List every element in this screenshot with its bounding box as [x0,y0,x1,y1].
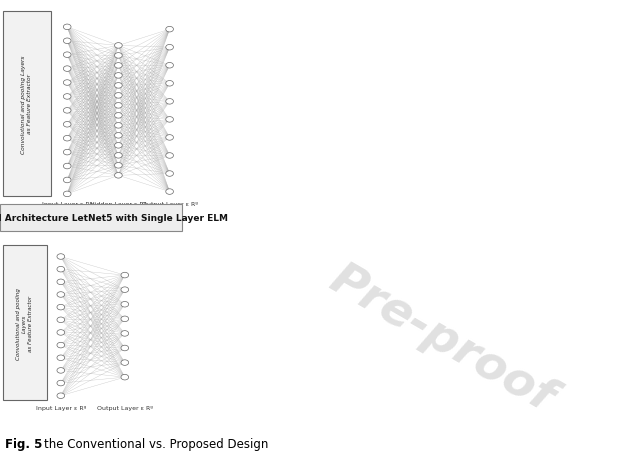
Circle shape [115,123,122,129]
Circle shape [57,368,65,373]
Circle shape [166,27,173,33]
Circle shape [57,280,65,285]
Circle shape [63,25,71,31]
Text: Input Layer ε Rᵍ: Input Layer ε Rᵍ [42,201,92,206]
Circle shape [121,316,129,322]
Circle shape [115,94,122,99]
Circle shape [63,136,71,142]
Circle shape [57,343,65,348]
FancyBboxPatch shape [3,245,47,400]
Circle shape [63,39,71,44]
Circle shape [166,63,173,69]
Circle shape [121,345,129,351]
Text: Proposed Architecture LetNet5 with Single Layer ELM: Proposed Architecture LetNet5 with Singl… [0,213,228,223]
Circle shape [63,164,71,169]
Circle shape [166,189,173,195]
Circle shape [166,100,173,105]
Circle shape [121,287,129,293]
Circle shape [166,117,173,123]
Text: the Conventional vs. Proposed Design: the Conventional vs. Proposed Design [44,438,268,450]
Circle shape [115,103,122,109]
FancyBboxPatch shape [0,205,182,232]
Circle shape [115,143,122,149]
Circle shape [121,360,129,366]
Circle shape [166,153,173,159]
Circle shape [121,331,129,337]
Circle shape [57,330,65,336]
Circle shape [63,53,71,58]
Circle shape [57,292,65,298]
Circle shape [63,122,71,128]
Circle shape [57,393,65,399]
Circle shape [57,254,65,260]
Text: Convolutional and pooling Layers
as Feature Extractor: Convolutional and pooling Layers as Feat… [22,55,32,153]
Circle shape [63,192,71,197]
Circle shape [115,83,122,89]
Circle shape [115,133,122,139]
Circle shape [115,63,122,69]
Circle shape [63,67,71,72]
Text: Hidden Layer ε Rᵍ: Hidden Layer ε Rᵍ [90,201,147,206]
Text: Convolutional and pooling
Layers
as Feature Extractor: Convolutional and pooling Layers as Feat… [16,288,33,359]
Circle shape [63,178,71,183]
Circle shape [63,81,71,86]
Circle shape [166,171,173,177]
Circle shape [115,113,122,119]
Circle shape [115,44,122,49]
Circle shape [57,355,65,361]
Text: Output Layer ε Rᵍ: Output Layer ε Rᵍ [141,201,198,206]
Circle shape [63,94,71,100]
Circle shape [121,302,129,307]
Text: Pre-proof: Pre-proof [322,256,561,420]
Circle shape [166,81,173,87]
Circle shape [63,108,71,114]
Circle shape [57,381,65,386]
Circle shape [57,267,65,272]
Circle shape [166,135,173,141]
FancyBboxPatch shape [3,12,51,197]
Circle shape [57,317,65,323]
Circle shape [63,150,71,156]
Text: Input Layer ε Rᵍ: Input Layer ε Rᵍ [36,405,86,410]
Circle shape [115,153,122,159]
Circle shape [115,163,122,169]
Circle shape [115,173,122,179]
Circle shape [57,305,65,310]
Circle shape [115,74,122,79]
Text: Output Layer ε Rᵍ: Output Layer ε Rᵍ [97,405,153,410]
Text: Fig. 5: Fig. 5 [5,438,42,450]
Circle shape [121,375,129,380]
Circle shape [121,273,129,278]
Circle shape [166,45,173,51]
Circle shape [115,54,122,59]
